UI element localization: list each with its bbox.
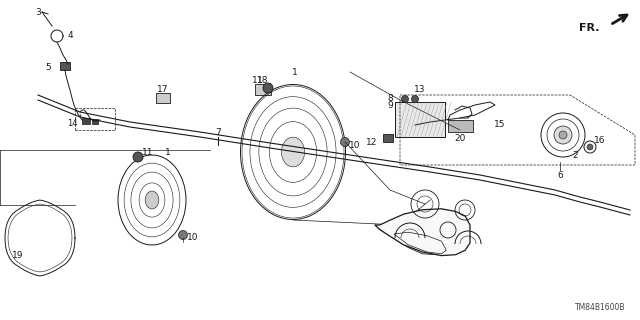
- Circle shape: [401, 95, 408, 102]
- Text: 18: 18: [257, 76, 269, 84]
- Text: TM84B1600B: TM84B1600B: [575, 303, 625, 312]
- Bar: [383, 134, 393, 142]
- Text: 10: 10: [349, 140, 361, 149]
- Bar: [60, 62, 70, 70]
- Bar: [156, 93, 170, 103]
- Text: 1: 1: [292, 68, 298, 76]
- Text: 11: 11: [252, 76, 264, 84]
- Text: 13: 13: [414, 84, 426, 93]
- Text: 3: 3: [35, 7, 41, 17]
- Circle shape: [541, 113, 585, 157]
- Text: 10: 10: [188, 234, 199, 243]
- Circle shape: [559, 131, 567, 139]
- Text: 5: 5: [45, 62, 51, 71]
- Text: 15: 15: [494, 119, 506, 129]
- Circle shape: [587, 144, 593, 150]
- Bar: [255, 84, 271, 95]
- Circle shape: [412, 95, 419, 102]
- Circle shape: [340, 138, 349, 147]
- Ellipse shape: [145, 191, 159, 209]
- Circle shape: [263, 83, 273, 93]
- Text: 19: 19: [12, 251, 24, 260]
- Text: 8: 8: [387, 93, 393, 102]
- Text: FR.: FR.: [579, 23, 600, 33]
- Bar: [75, 108, 115, 130]
- Bar: [92, 119, 98, 124]
- Text: 9: 9: [387, 100, 393, 109]
- Text: 16: 16: [595, 135, 605, 145]
- Text: 1: 1: [165, 148, 171, 156]
- Text: 4: 4: [67, 30, 73, 39]
- Text: 14: 14: [67, 118, 77, 127]
- Bar: [448, 120, 473, 132]
- Polygon shape: [375, 209, 470, 256]
- Text: 6: 6: [557, 171, 563, 180]
- Text: 11: 11: [142, 148, 154, 156]
- Circle shape: [554, 126, 572, 144]
- Bar: [82, 118, 90, 124]
- Circle shape: [179, 230, 188, 239]
- Text: 2: 2: [572, 150, 578, 159]
- Text: 12: 12: [366, 138, 378, 147]
- Text: 7: 7: [215, 127, 221, 137]
- Ellipse shape: [282, 137, 305, 167]
- Bar: [395, 102, 445, 137]
- Text: 17: 17: [157, 84, 169, 93]
- Text: 20: 20: [454, 133, 466, 142]
- Circle shape: [133, 152, 143, 162]
